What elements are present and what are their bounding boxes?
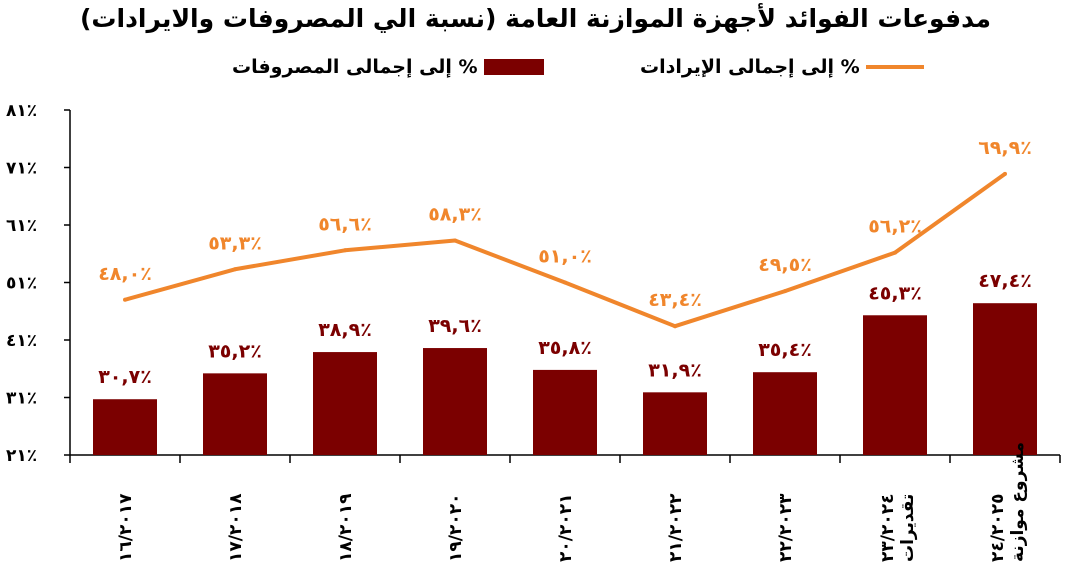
y-tick-label: ٤١٪ <box>6 331 37 351</box>
data-label-expenditures: ٣٥,٨٪ <box>538 337 592 359</box>
bar-expenditures <box>643 392 707 455</box>
point-revenues <box>233 267 237 272</box>
point-revenues <box>893 250 897 255</box>
bar-expenditures <box>423 348 487 455</box>
point-revenues <box>783 289 787 294</box>
y-tick-label: ٣١٪ <box>6 389 37 409</box>
data-label-revenues: ٤٨,٠٪ <box>98 263 152 285</box>
x-tick-label: ١٦/٢٠١٧ <box>116 493 136 562</box>
point-revenues <box>123 297 127 302</box>
x-tick-label: ٢٤/٢٠٢٥مشروع موازنة <box>988 442 1028 562</box>
bar-expenditures <box>313 352 377 455</box>
data-label-expenditures: ٣٥,٢٪ <box>208 340 262 362</box>
x-tick-label: ١٩/٢٠٢٠ <box>446 494 466 562</box>
legend-label-expenditures: % إلى إجمالى المصروفات <box>232 56 478 78</box>
data-label-revenues: ٥٦,٢٪ <box>868 216 922 238</box>
data-label-expenditures: ٣١,٩٪ <box>648 359 702 381</box>
data-label-revenues: ٥٣,٣٪ <box>208 232 262 254</box>
data-label-expenditures: ٤٧,٤٪ <box>978 270 1032 292</box>
data-label-expenditures: ٤٥,٣٪ <box>868 282 922 304</box>
legend-swatch-line <box>865 65 924 69</box>
chart-title: مدفوعات الفوائد لأجهزة الموازنة العامة (… <box>79 4 991 33</box>
bar-expenditures <box>973 303 1037 455</box>
x-tick-label: ١٧/٢٠١٨ <box>226 493 246 562</box>
point-revenues <box>343 248 347 253</box>
data-label-expenditures: ٣٨,٩٪ <box>318 319 372 341</box>
y-tick-label: ٢١٪ <box>6 446 37 466</box>
x-tick-label: ٢٢/٢٠٢٣ <box>776 493 796 562</box>
data-label-revenues: ٦٩,٩٪ <box>978 137 1032 159</box>
data-label-revenues: ٤٩,٥٪ <box>758 254 812 276</box>
point-revenues <box>453 238 457 243</box>
legend-label-revenues: % إلى إجمالى الإيرادات <box>640 56 860 78</box>
x-tick-label: ٢٣/٢٠٢٤تقديرات <box>878 494 918 562</box>
y-tick-label: ٨١٪ <box>6 101 37 121</box>
x-tick-label: ٢١/٢٠٢٢ <box>666 493 686 562</box>
data-label-revenues: ٥٦,٦٪ <box>318 213 372 235</box>
y-tick-label: ٦١٪ <box>6 216 37 236</box>
legend-item-revenues: % إلى إجمالى الإيرادات <box>640 50 924 84</box>
point-revenues <box>563 280 567 285</box>
bar-expenditures <box>533 369 597 455</box>
data-label-expenditures: ٣٠,٧٪ <box>98 366 152 388</box>
bar-expenditures <box>753 372 817 455</box>
point-revenues <box>1003 171 1007 176</box>
data-label-revenues: ٥١,٠٪ <box>538 246 592 268</box>
bar-expenditures <box>863 315 927 455</box>
x-tick-label: ١٨/٢٠١٩ <box>336 493 356 562</box>
y-tick-label: ٧١٪ <box>6 159 37 179</box>
data-label-revenues: ٤٣,٤٪ <box>648 289 702 311</box>
data-label-expenditures: ٣٩,٦٪ <box>428 315 482 337</box>
data-label-expenditures: ٣٥,٤٪ <box>758 339 812 361</box>
bar-expenditures <box>203 373 267 455</box>
bar-expenditures <box>93 399 157 455</box>
data-label-revenues: ٥٨,٣٪ <box>428 204 482 226</box>
legend-swatch-bar <box>483 59 544 75</box>
legend: % إلى إجمالى المصروفات % إلى إجمالى الإي… <box>0 50 1071 84</box>
y-tick-label: ٥١٪ <box>6 274 37 294</box>
point-revenues <box>673 324 677 329</box>
legend-item-expenditures: % إلى إجمالى المصروفات <box>232 50 544 84</box>
x-tick-label: ٢٠/٢٠٢١ <box>556 494 576 562</box>
